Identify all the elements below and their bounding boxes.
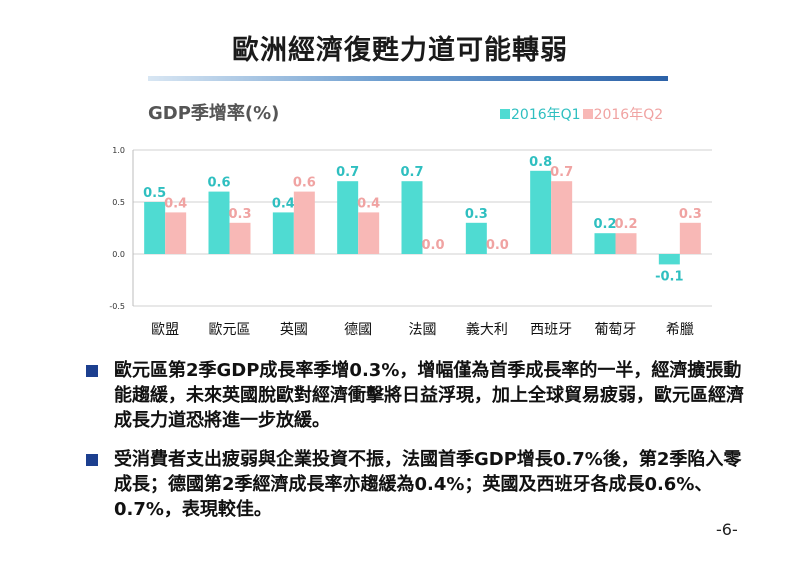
data-label-q1: 0.3 bbox=[465, 207, 488, 222]
data-label-q1: 0.7 bbox=[400, 165, 423, 180]
x-tick-label: 歐元區 bbox=[209, 322, 251, 338]
data-label-q1: 0.2 bbox=[593, 217, 616, 232]
data-label-q2: 0.7 bbox=[550, 165, 573, 180]
data-label-q1: 0.4 bbox=[272, 196, 295, 211]
bullet-square-icon bbox=[86, 365, 98, 377]
data-label-q2: 0.4 bbox=[357, 196, 380, 211]
data-label-q1: 0.6 bbox=[207, 176, 230, 191]
x-tick-label: 德國 bbox=[344, 322, 372, 338]
slide-title: 歐洲經濟復甦力道可能轉弱 bbox=[232, 35, 568, 66]
data-label-q2: 0.0 bbox=[421, 238, 444, 253]
x-tick-label: 義大利 bbox=[466, 321, 508, 338]
legend-label-q1: 2016年Q1 bbox=[511, 107, 581, 123]
bullet-square-icon bbox=[86, 454, 98, 466]
bar-q2 bbox=[229, 222, 251, 254]
data-label-q2: 0.4 bbox=[164, 196, 187, 211]
y-tick-label: -0.5 bbox=[109, 302, 125, 311]
data-label-q1: 0.8 bbox=[529, 155, 552, 170]
data-label-q2: 0.3 bbox=[679, 207, 702, 222]
chart-title: GDP季增率(%) bbox=[148, 103, 280, 124]
bar-q2 bbox=[165, 212, 187, 254]
title-underline bbox=[148, 76, 668, 81]
bar-q2 bbox=[679, 222, 701, 254]
bar-q1 bbox=[658, 254, 680, 265]
x-tick-label: 希臘 bbox=[666, 322, 694, 338]
legend-swatch-q2 bbox=[582, 109, 593, 119]
y-tick-label: 0.5 bbox=[112, 198, 125, 207]
legend-swatch-q1 bbox=[500, 109, 510, 119]
x-tick-label: 葡萄牙 bbox=[595, 322, 637, 338]
bar-q1 bbox=[337, 181, 359, 254]
bar-q1 bbox=[465, 222, 487, 254]
bullet-text: 歐元區第2季GDP成長率季增0.3%，增幅僅為首季成長率的一半，經濟擴張動能趨緩… bbox=[114, 360, 744, 431]
bullet-text: 受消費者支出疲弱與企業投資不振，法國首季GDP增長0.7%後，第2季陷入零成長；… bbox=[114, 449, 742, 520]
bullet-list: 歐元區第2季GDP成長率季增0.3%，增幅僅為首季成長率的一半，經濟擴張動能趨緩… bbox=[86, 358, 746, 536]
bar-q2 bbox=[551, 181, 573, 254]
bar-q1 bbox=[401, 181, 423, 254]
bar-q2 bbox=[358, 212, 380, 254]
bullet-item: 受消費者支出疲弱與企業投資不振，法國首季GDP增長0.7%後，第2季陷入零成長；… bbox=[86, 447, 746, 522]
gdp-bar-chart: 1.00.50.0-0.50.50.4歐盟0.60.3歐元區0.40.6英國0.… bbox=[109, 146, 712, 338]
data-label-q1: -0.1 bbox=[655, 269, 683, 284]
data-label-q2: 0.0 bbox=[486, 238, 509, 253]
data-label-q1: 0.7 bbox=[336, 165, 359, 180]
bar-q2 bbox=[293, 191, 315, 254]
chart-legend: 2016年Q1 2016年Q2 bbox=[500, 104, 665, 124]
bar-q2 bbox=[615, 233, 637, 254]
data-label-q1: 0.5 bbox=[143, 186, 166, 201]
legend-item-q1: 2016年Q1 bbox=[500, 104, 581, 124]
y-tick-label: 0.0 bbox=[112, 250, 125, 259]
x-tick-label: 歐盟 bbox=[151, 322, 179, 338]
x-tick-label: 法國 bbox=[409, 322, 437, 338]
x-tick-label: 西班牙 bbox=[530, 322, 572, 338]
bar-q1 bbox=[530, 170, 552, 254]
legend-item-q2: 2016年Q2 bbox=[582, 104, 664, 124]
data-label-q2: 0.3 bbox=[228, 207, 251, 222]
legend-label-q2: 2016年Q2 bbox=[593, 107, 664, 123]
data-label-q2: 0.2 bbox=[614, 217, 637, 232]
bar-q1 bbox=[594, 233, 616, 254]
bullet-item: 歐元區第2季GDP成長率季增0.3%，增幅僅為首季成長率的一半，經濟擴張動能趨緩… bbox=[86, 358, 746, 433]
y-tick-label: 1.0 bbox=[112, 146, 125, 155]
x-tick-label: 英國 bbox=[280, 321, 308, 338]
bar-q1 bbox=[272, 212, 294, 254]
bar-q1 bbox=[208, 191, 230, 254]
page-number: -6- bbox=[716, 520, 738, 539]
bar-q1 bbox=[144, 202, 166, 254]
data-label-q2: 0.6 bbox=[293, 176, 316, 191]
